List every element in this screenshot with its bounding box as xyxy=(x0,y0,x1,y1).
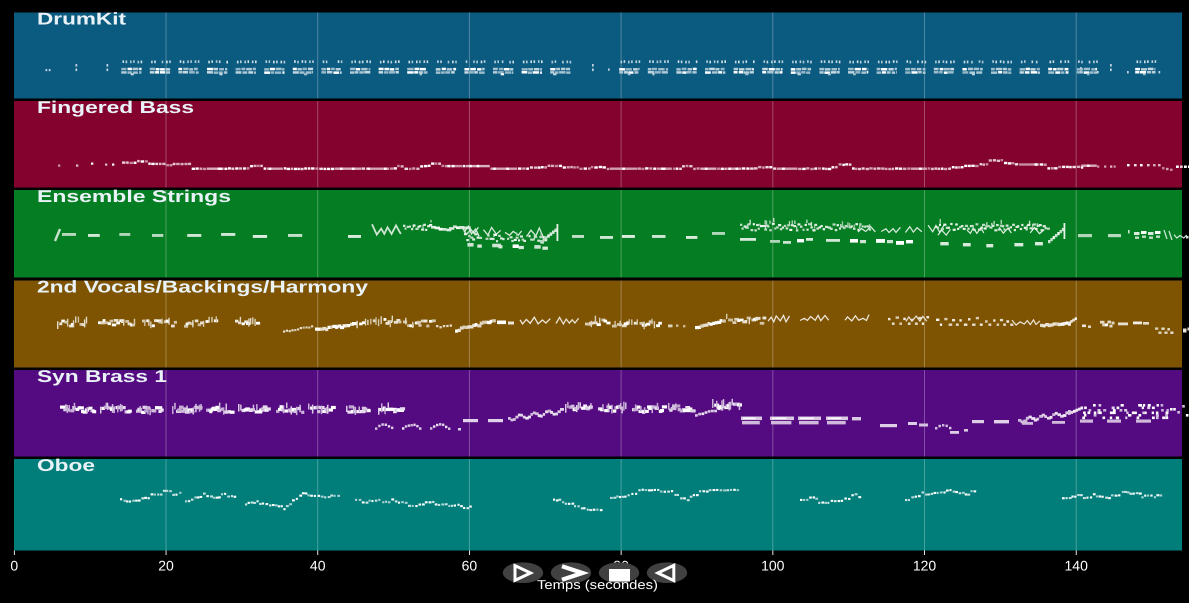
svg-text:Fingered Bass: Fingered Bass xyxy=(37,98,194,117)
svg-text:0: 0 xyxy=(10,558,18,574)
svg-text:120: 120 xyxy=(913,558,937,574)
svg-text:140: 140 xyxy=(1065,558,1089,574)
svg-text:60: 60 xyxy=(462,558,478,574)
svg-text:Temps (secondes): Temps (secondes) xyxy=(537,577,658,592)
svg-text:100: 100 xyxy=(761,558,785,574)
svg-text:Ensemble Strings: Ensemble Strings xyxy=(37,187,231,206)
svg-text:Oboe: Oboe xyxy=(37,456,95,475)
svg-text:Syn Brass 1: Syn Brass 1 xyxy=(37,367,167,386)
svg-text:20: 20 xyxy=(158,558,174,574)
svg-text:40: 40 xyxy=(310,558,326,574)
svg-text:2nd Vocals/Backings/Harmony: 2nd Vocals/Backings/Harmony xyxy=(37,278,369,297)
svg-text:DrumKit: DrumKit xyxy=(37,10,126,29)
